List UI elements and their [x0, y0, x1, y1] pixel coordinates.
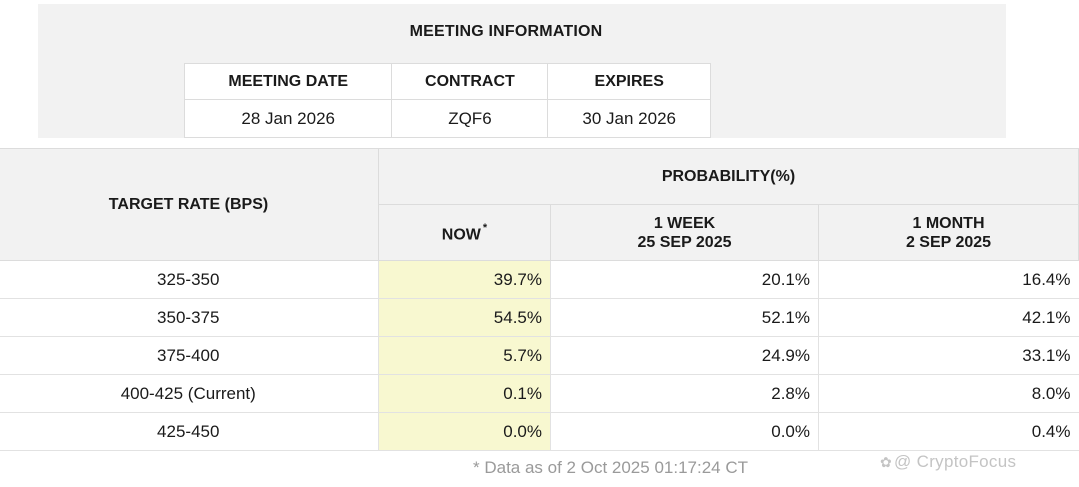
rate-cell: 325-350	[0, 260, 379, 299]
week-cell: 52.1%	[550, 298, 819, 337]
probability-header-row: TARGET RATE (BPS) PROBABILITY(%)	[0, 148, 1079, 261]
logo-icon: ✿	[880, 454, 893, 470]
month-cell: 33.1%	[818, 336, 1079, 375]
meeting-date-header: MEETING DATE	[183, 63, 393, 100]
meeting-header-row: MEETING DATE CONTRACT EXPIRES	[183, 63, 711, 100]
table-row: 400-425 (Current) 0.1% 2.8% 8.0%	[0, 374, 1079, 413]
expires-value: 30 Jan 2026	[547, 99, 711, 138]
month-cell: 42.1%	[818, 298, 1079, 337]
watermark-text: @ CryptoFocus	[894, 452, 1017, 471]
week-cell: 2.8%	[550, 374, 819, 413]
target-rate-header: TARGET RATE (BPS)	[0, 148, 379, 261]
now-cell: 0.1%	[378, 374, 551, 413]
col-header-week: 1 WEEK 25 SEP 2025	[550, 204, 819, 261]
probability-subheader-row: NOW * 1 WEEK 25 SEP 2025 1 MONTH 2 SEP 20…	[0, 204, 1079, 261]
meeting-value-row: 28 Jan 2026 ZQF6 30 Jan 2026	[183, 99, 711, 138]
now-cell: 54.5%	[378, 298, 551, 337]
expires-header: EXPIRES	[547, 63, 711, 100]
data-timestamp-footnote: * Data as of 2 Oct 2025 01:17:24 CT	[473, 458, 748, 477]
contract-header: CONTRACT	[391, 63, 549, 100]
table-row: 375-400 5.7% 24.9% 33.1%	[0, 336, 1079, 375]
now-cell: 39.7%	[378, 260, 551, 299]
meeting-info-title: MEETING INFORMATION	[409, 23, 603, 40]
week-cell: 0.0%	[550, 412, 819, 451]
rate-cell: 375-400	[0, 336, 379, 375]
meeting-date-value: 28 Jan 2026	[183, 99, 393, 138]
meeting-info-panel: MEETING INFORMATION MEETING DATE CONTRAC…	[38, 4, 1006, 138]
week-cell: 24.9%	[550, 336, 819, 375]
rate-cell: 350-375	[0, 298, 379, 337]
rate-cell: 425-450	[0, 412, 379, 451]
table-row: 350-375 54.5% 52.1% 42.1%	[0, 298, 1079, 337]
month-cell: 8.0%	[818, 374, 1079, 413]
week-cell: 20.1%	[550, 260, 819, 299]
rate-cell: 400-425 (Current)	[0, 374, 379, 413]
contract-value: ZQF6	[391, 99, 549, 138]
col-header-month: 1 MONTH 2 SEP 2025	[818, 204, 1079, 261]
probability-group-header: PROBABILITY(%)	[378, 148, 1079, 205]
col-header-now: NOW *	[378, 204, 551, 261]
col-now-label: NOW	[441, 226, 481, 244]
now-cell: 5.7%	[378, 336, 551, 375]
col-week-label: 1 WEEK	[653, 214, 716, 232]
month-cell: 0.4%	[818, 412, 1079, 451]
probability-table: TARGET RATE (BPS) PROBABILITY(%) NOW * 1 …	[0, 148, 1079, 451]
watermark: ✿ @ CryptoFocus	[880, 452, 1016, 472]
col-month-date: 2 SEP 2025	[905, 233, 992, 251]
col-month-label: 1 MONTH	[912, 214, 985, 232]
col-week-date: 25 SEP 2025	[637, 233, 732, 251]
now-cell: 0.0%	[378, 412, 551, 451]
table-row: 425-450 0.0% 0.0% 0.4%	[0, 412, 1079, 451]
meeting-info-table: MEETING DATE CONTRACT EXPIRES 28 Jan 202…	[183, 63, 711, 138]
col-now-footnote-mark: *	[482, 221, 488, 234]
table-row: 325-350 39.7% 20.1% 16.4%	[0, 260, 1079, 299]
month-cell: 16.4%	[818, 260, 1079, 299]
